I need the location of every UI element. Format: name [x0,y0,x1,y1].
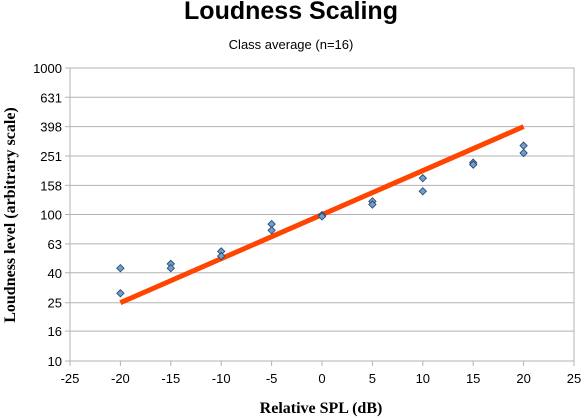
y-tick-label: 398 [40,120,62,135]
x-tick-label: -10 [212,371,231,386]
chart-subtitle: Class average (n=16) [229,37,354,52]
y-tick-label: 158 [40,178,62,193]
x-axis-title: Relative SPL (dB) [260,400,383,417]
y-tick-label: 631 [40,90,62,105]
x-tick-label: 5 [369,371,376,386]
y-tick-label: 16 [48,324,62,339]
data-points [116,141,528,298]
chart-title: Loudness Scaling [184,0,398,25]
scatter-point [368,200,377,209]
scatter-point [116,289,125,298]
y-tick-label: 40 [48,266,62,281]
scatter-point [418,173,428,183]
x-tick-label: 15 [466,371,480,386]
x-tick-label: 20 [516,371,530,386]
x-tick-label: -15 [161,371,180,386]
scatter-point [267,226,276,235]
x-tick-label: 10 [416,371,430,386]
y-tick-label: 10 [48,354,62,369]
y-tick-label: 1000 [33,61,62,76]
scatter-point [116,263,125,273]
scatter-point [317,212,327,221]
y-axis-title: Loudness level (arbitrary scale) [2,107,19,323]
scatter-point [519,141,528,150]
y-tick-label: 25 [48,296,62,311]
x-tick-label: -5 [266,371,278,386]
scatter-point [216,251,226,261]
y-tick-label: 100 [40,208,62,223]
scatter-point [418,187,428,196]
scatter-point [468,160,478,169]
x-tick-label: -20 [111,371,130,386]
y-tick-label: 251 [40,149,62,164]
scatter-point [519,148,528,158]
plot-area-frame [69,67,575,362]
y-tick-labels: 10 16 25 40 63 100 158 251 398 631 1000 [33,61,62,369]
x-tick-label: 0 [318,371,325,386]
x-tick-label: -25 [61,371,80,386]
x-tick-labels: -25 -20 -15 -10 -5 0 5 10 15 20 25 [61,371,582,386]
y-tick-label: 63 [48,237,62,252]
scatter-point [166,263,176,273]
x-tick-label: 25 [567,371,581,386]
